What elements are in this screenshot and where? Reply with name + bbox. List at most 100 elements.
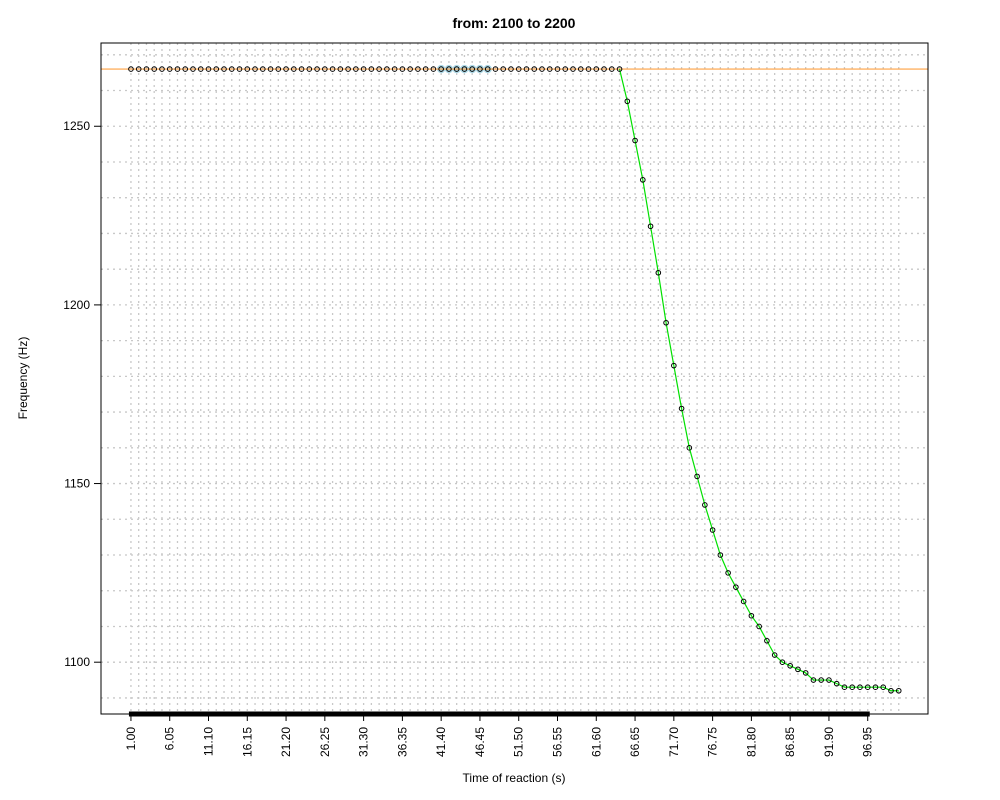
x-tick-label: 1.00	[124, 727, 138, 751]
data-point	[585, 66, 592, 72]
data-point	[128, 66, 134, 72]
x-tick-label: 61.60	[589, 727, 603, 757]
x-tick-label: 6.05	[163, 727, 177, 751]
data-point	[523, 66, 530, 72]
data-point	[213, 66, 220, 72]
data-point	[306, 66, 313, 72]
data-point	[686, 445, 693, 451]
x-tick-label: 66.65	[628, 727, 642, 757]
data-point	[329, 66, 336, 72]
data-point	[539, 66, 545, 72]
data-point	[655, 269, 662, 276]
y-axis-label: Frequency (Hz)	[16, 337, 30, 420]
data-point	[484, 66, 491, 72]
x-tick-label: 56.55	[551, 727, 565, 757]
data-point	[562, 66, 569, 72]
y-tick-label: 1100	[64, 655, 90, 669]
data-point	[608, 66, 615, 72]
plot-border	[100, 42, 929, 715]
data-point	[601, 66, 607, 72]
data-point	[593, 66, 600, 72]
data-point	[337, 66, 344, 72]
x-tick-label: 21.20	[279, 727, 293, 757]
data-point	[298, 66, 305, 72]
data-point	[345, 66, 351, 72]
data-point	[477, 66, 483, 72]
data-point	[244, 66, 251, 72]
data-point	[446, 66, 452, 72]
data-point	[515, 66, 522, 72]
data-point	[748, 612, 755, 619]
data-point	[872, 684, 879, 691]
data-point	[143, 66, 150, 72]
data-point	[283, 66, 289, 72]
data-point	[880, 684, 887, 691]
x-axis-label: Time of reaction (s)	[463, 771, 566, 785]
data-point	[787, 662, 793, 669]
data-point	[546, 66, 553, 72]
data-point	[190, 66, 196, 72]
data-point	[221, 66, 227, 72]
series-line	[618, 68, 899, 692]
data-point	[166, 66, 173, 72]
data-point	[671, 362, 677, 369]
data-point	[616, 66, 623, 72]
data-point	[632, 137, 638, 144]
data-point	[275, 66, 282, 72]
data-point	[291, 66, 297, 72]
data-point	[322, 66, 328, 72]
data-point	[733, 584, 739, 590]
data-point	[709, 527, 716, 533]
data-point	[841, 684, 848, 691]
data-point	[888, 687, 894, 694]
y-tick-label: 1250	[63, 119, 90, 133]
data-point	[438, 66, 444, 72]
x-tick-label: 71.70	[667, 727, 681, 757]
data-point	[833, 680, 840, 687]
data-point	[771, 652, 778, 658]
data-point	[740, 598, 747, 605]
x-tick-label: 76.75	[706, 727, 720, 757]
data-point	[182, 66, 189, 72]
x-tick-label: 11.10	[202, 727, 216, 756]
grid	[101, 43, 928, 714]
data-point	[756, 623, 762, 630]
data-point	[353, 66, 359, 72]
data-point	[818, 677, 824, 683]
data-point	[717, 552, 724, 558]
data-point	[228, 66, 235, 72]
data-point	[407, 66, 413, 72]
data-point	[508, 66, 514, 72]
x-tick-label: 51.50	[512, 727, 526, 757]
data-point	[205, 66, 212, 72]
x-tick-label: 46.45	[473, 727, 487, 757]
x-tick-label: 36.35	[395, 727, 409, 757]
data-point	[577, 66, 584, 72]
data-point	[895, 687, 902, 694]
data-point	[430, 66, 437, 72]
data-point	[391, 66, 398, 72]
chart-title: from: 2100 to 2200	[453, 15, 576, 31]
data-point	[384, 66, 390, 72]
data-point	[236, 66, 243, 72]
data-point	[368, 66, 375, 72]
data-point	[663, 319, 669, 326]
data-point	[267, 66, 274, 72]
data-point	[779, 659, 786, 665]
data-point	[702, 502, 708, 508]
data-point	[376, 66, 382, 72]
data-point	[252, 66, 258, 72]
data-point	[647, 223, 654, 230]
data-point	[554, 66, 561, 72]
y-tick-label: 1150	[64, 477, 90, 491]
x-axis: 1.00 6.05 11.10 16.15 21.20 26.25 31.30 36.35 41…	[124, 714, 875, 757]
y-axis: 1100 1150 1200 1250	[63, 119, 101, 669]
x-tick-label: 91.90	[822, 727, 836, 757]
x-tick-label: 96.95	[861, 727, 875, 757]
data-point	[197, 66, 204, 72]
data-point	[857, 684, 863, 691]
data-point	[531, 66, 538, 72]
y-tick-label: 1200	[63, 298, 90, 312]
data-point	[624, 98, 631, 105]
